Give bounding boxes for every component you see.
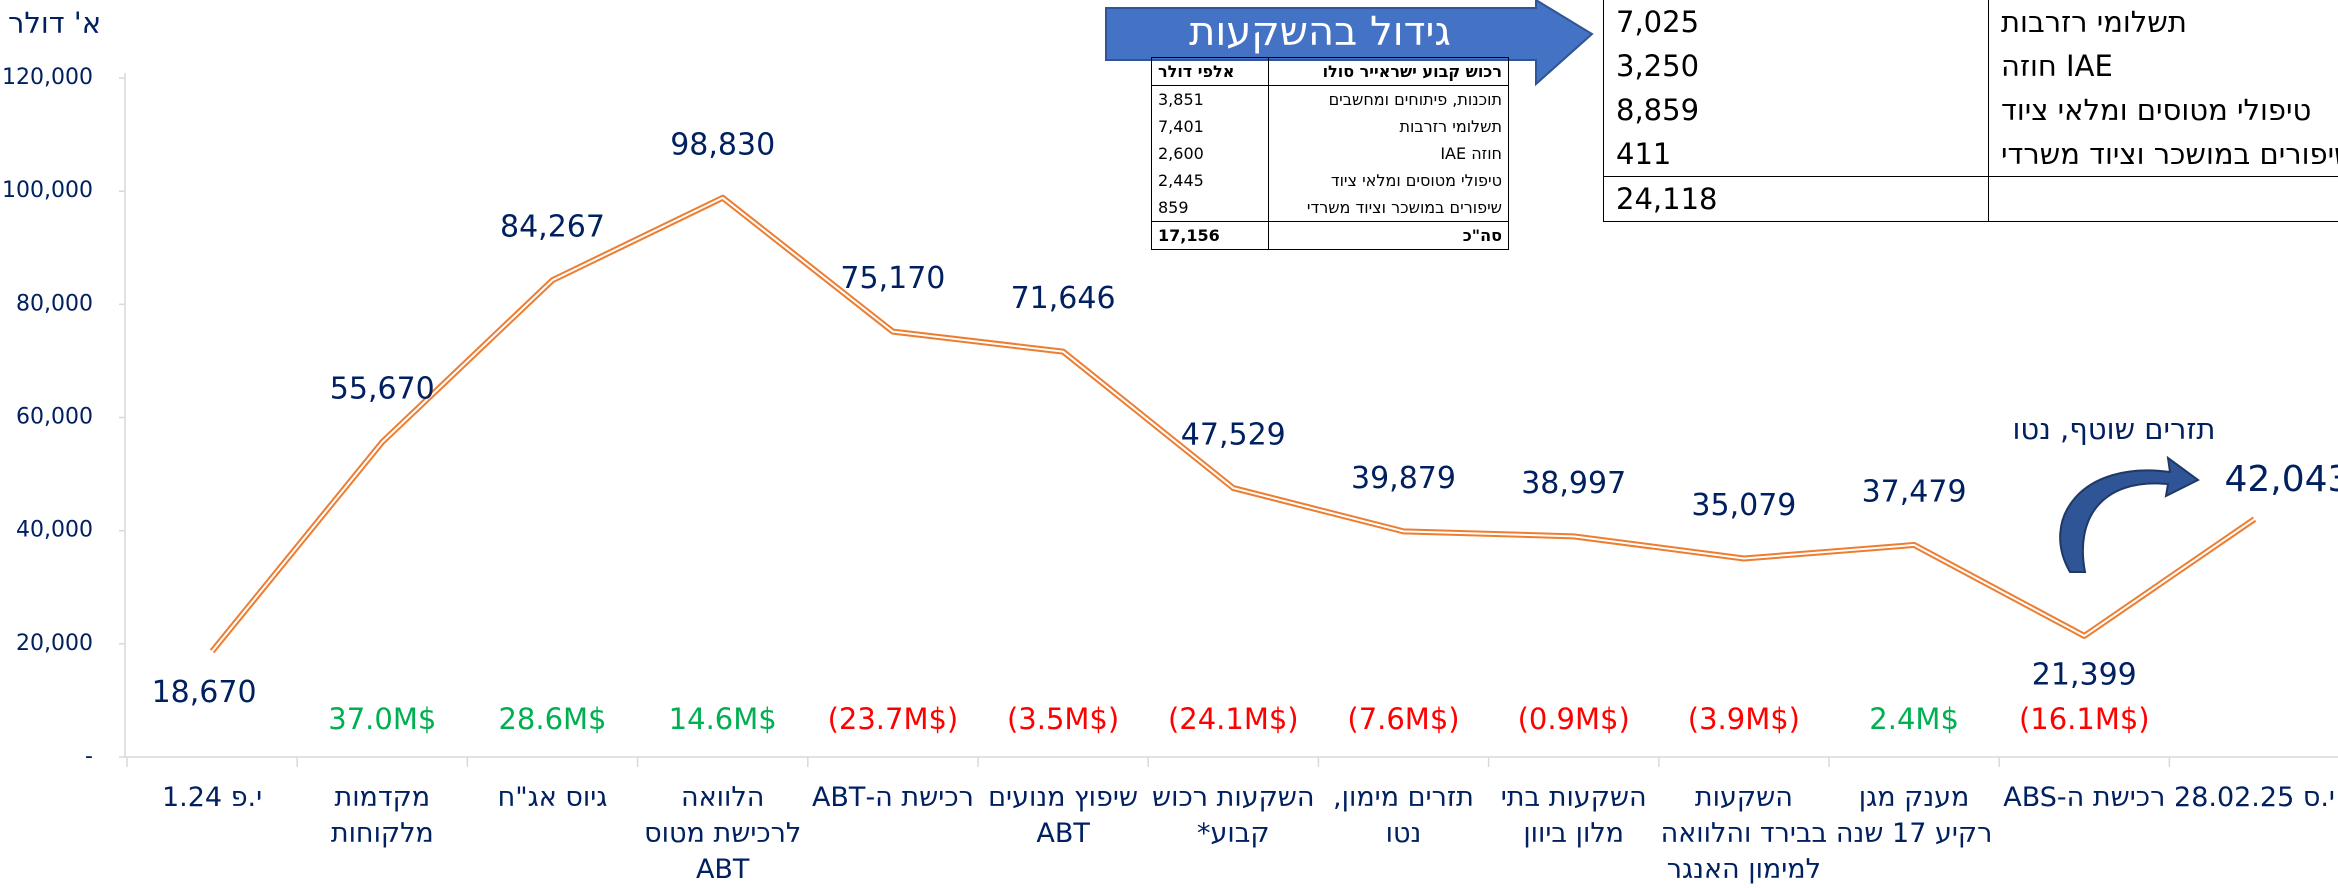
cell: 2,600 (1151, 140, 1269, 167)
table-row: תשלומי רזרבות 7,401 (1151, 113, 1509, 140)
value-label: 84,267 (500, 210, 605, 245)
x-tick-label: השקעות בתי מלון ביוון (1500, 782, 1647, 849)
x-tick-label: שיפוץ מנועים ABT (988, 782, 1139, 849)
table-row: 8,859 טיפולי מטוסים ומלאי ציוד (1603, 88, 2338, 132)
banner-text: גידול בהשקעות (1189, 9, 1451, 55)
curved-arrow (2059, 455, 2200, 573)
y-tick-label: 60,000 (16, 405, 93, 430)
x-tick-label: השקעות רכוש קבוע* (1152, 782, 1315, 849)
cell: שיפורים במושכר וציוד משרדי (1268, 194, 1509, 222)
cell: טיפולי מטוסים ומלאי ציוד (1268, 167, 1509, 194)
value-label: 35,079 (1691, 488, 1796, 523)
cell: סה"כ (1268, 221, 1509, 250)
cell: חוזה IAE (1988, 44, 2338, 88)
y-tick-label: 120,000 (2, 65, 93, 90)
x-tick-label: רכישת ה-ABS (2003, 782, 2166, 813)
value-label: 38,997 (1521, 466, 1626, 501)
cell: 7,401 (1151, 113, 1269, 140)
cell: 24,118 (1603, 176, 1989, 222)
table-total: 24,118 (1603, 176, 2338, 222)
small-table: רכוש קבוע ישראייר סולו אלפי דולר תוכנות, … (1151, 57, 1509, 250)
change-label: (0.9M$) (1518, 702, 1630, 736)
x-tick-label: השקעות בבירד והלוואה למימון האנגר (1660, 782, 1828, 885)
cell: תשלומי רזרבות (1268, 113, 1509, 140)
cell: 7,025 (1603, 0, 1989, 44)
table-row: חוזה IAE 2,600 (1151, 140, 1509, 167)
value-label: 37,479 (1862, 474, 1967, 509)
x-tick-label: גיוס אג"ח (497, 782, 608, 813)
value-label: 21,399 (2032, 657, 2137, 692)
x-tick-label: י.פ 1.24 (161, 782, 263, 813)
value-label: 18,670 (152, 675, 257, 710)
cell: תוכנות, פיתוחים ומחשבים (1268, 85, 1509, 113)
table-row: 411 שיפורים במושכר וציוד משרדי (1603, 132, 2338, 177)
cell (1988, 176, 2338, 222)
change-label: (23.7M$) (828, 702, 959, 736)
value-label: 98,830 (670, 127, 775, 162)
value-label: 75,170 (840, 261, 945, 296)
x-tick-label: הלוואה לרכישת מטוס ABT (644, 782, 802, 885)
change-label: (16.1M$) (2019, 702, 2150, 736)
table-row: טיפולי מטוסים ומלאי ציוד 2,445 (1151, 167, 1509, 194)
cell: 859 (1151, 194, 1269, 222)
x-tick-label: תזרים מימון, נטו (1333, 782, 1474, 849)
cell: אלפי דולר (1151, 57, 1269, 86)
y-tick-label: 80,000 (16, 291, 93, 316)
x-tick-label: מקדמות מלקוחות (330, 782, 434, 849)
y-tick-label: 100,000 (2, 178, 93, 203)
change-label: 28.6M$ (498, 702, 606, 736)
y-tick-label: 20,000 (16, 631, 93, 656)
value-label: 71,646 (1011, 281, 1116, 316)
table-row: שיפורים במושכר וציוד משרדי 859 (1151, 194, 1509, 222)
value-label: 55,670 (330, 372, 435, 407)
change-label: (24.1M$) (1168, 702, 1299, 736)
cell: רכוש קבוע ישראייר סולו (1268, 57, 1509, 86)
y-tick-label: 40,000 (16, 518, 93, 543)
cell: 17,156 (1151, 221, 1269, 250)
cell: שיפורים במושכר וציוד משרדי (1988, 132, 2338, 177)
line-inner (211, 196, 2256, 652)
cell: טיפולי מטוסים ומלאי ציוד (1988, 88, 2338, 132)
change-label: (3.9M$) (1688, 702, 1800, 736)
y-axis-label: א' דולר (8, 6, 101, 40)
change-label: 14.6M$ (669, 702, 777, 736)
cell: 2,445 (1151, 167, 1269, 194)
table-row: 7,025 תשלומי רזרבות (1603, 0, 2338, 44)
change-label: (7.6M$) (1347, 702, 1459, 736)
cell: 8,859 (1603, 88, 1989, 132)
value-label: 42,043 (2225, 459, 2338, 500)
change-label: (3.5M$) (1007, 702, 1119, 736)
cell: 3,851 (1151, 85, 1269, 113)
x-tick-label: רכישת ה-ABT (811, 782, 974, 813)
annotation: תזרים שוטף, נטו (2013, 412, 2216, 446)
value-label: 39,879 (1351, 461, 1456, 496)
large-table: 7,025 תשלומי רזרבות 3,250 חוזה IAE 8,859 טיפו… (1603, 0, 2338, 222)
change-label: 37.0M$ (328, 702, 436, 736)
y-tick-label: - (85, 744, 93, 769)
table-row: תוכנות, פיתוחים ומחשבים 3,851 (1151, 85, 1509, 113)
cell: תשלומי רזרבות (1988, 0, 2338, 44)
cell: 3,250 (1603, 44, 1989, 88)
cell: חוזה IAE (1268, 140, 1509, 167)
x-tick-label: מענק מגן רקיע 17 שנה (1835, 782, 1993, 849)
cell: 411 (1603, 132, 1989, 177)
x-tick-label: י.ס 28.02.25 (2174, 782, 2335, 813)
table-row: 3,250 חוזה IAE (1603, 44, 2338, 88)
change-label: 2.4M$ (1869, 702, 1959, 736)
table-total: סה"כ 17,156 (1151, 221, 1509, 250)
value-label: 47,529 (1181, 418, 1286, 453)
